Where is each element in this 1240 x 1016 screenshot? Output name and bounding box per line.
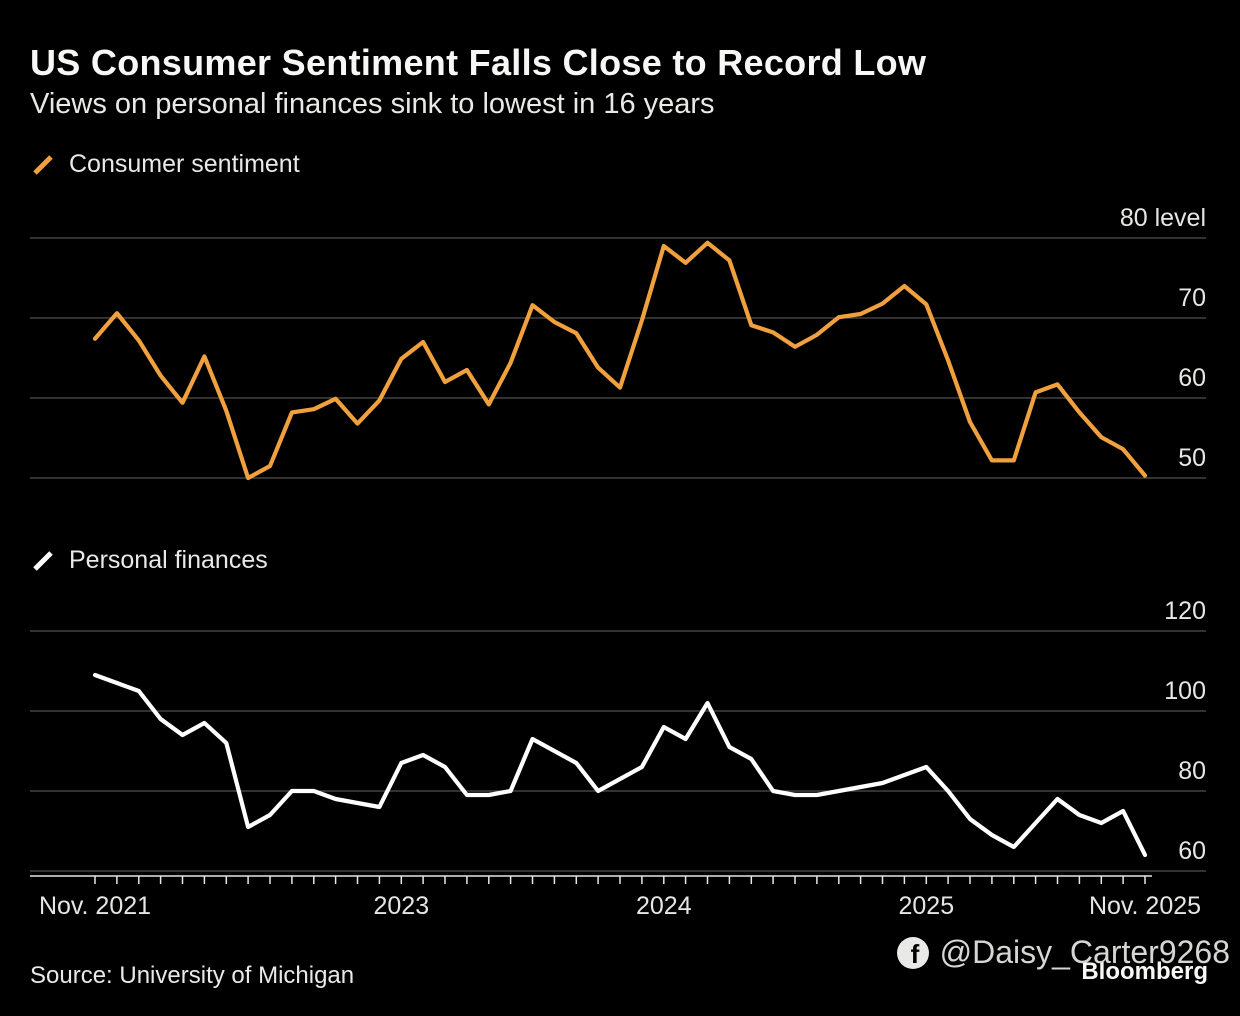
- bloomberg-logo: Bloomberg: [1081, 958, 1208, 985]
- legend-label-consumer-sentiment: Consumer sentiment: [69, 150, 300, 178]
- watermark-handle: @Daisy_Carter9268: [939, 934, 1230, 970]
- y-tick-label: 80 level: [1120, 204, 1206, 232]
- svg-text:f: f: [910, 939, 919, 969]
- source-label: Source: University of Michigan: [30, 962, 355, 989]
- consumer-sentiment-chart: 80 level 70 60 50: [30, 204, 1206, 481]
- x-tick-label: Nov. 2021: [39, 892, 151, 920]
- y-tick-label: 60: [1178, 837, 1206, 865]
- legend-consumer-sentiment: Consumer sentiment: [30, 150, 300, 179]
- y-tick-label: 60: [1178, 364, 1206, 392]
- personal-finances-line: [92, 672, 1148, 858]
- x-tick-label: Nov. 2025: [1089, 892, 1201, 920]
- legend-label-personal-finances: Personal finances: [69, 546, 268, 574]
- y-tick-label: 100: [1164, 677, 1206, 705]
- page-title: US Consumer Sentiment Falls Close to Rec…: [30, 42, 927, 83]
- x-tick-label: 2023: [373, 892, 429, 920]
- y-tick-label: 50: [1178, 444, 1206, 472]
- personal-finances-chart: 120 100 80 60 Nov. 2021 2023 2024 2025 Nov. 2025: [30, 597, 1206, 920]
- consumer-sentiment-line: [92, 240, 1148, 481]
- x-tick-label: 2025: [898, 892, 954, 920]
- finances-slash-icon: [33, 550, 53, 571]
- y-tick-label: 70: [1178, 284, 1206, 312]
- watermark: f @Daisy_Carter9268: [896, 934, 1230, 971]
- x-tick-label: 2024: [636, 892, 692, 920]
- legend-personal-finances: Personal finances: [30, 546, 268, 575]
- y-tick-label: 120: [1164, 597, 1206, 625]
- y-tick-label: 80: [1178, 757, 1206, 785]
- page-subtitle: Views on personal finances sink to lowes…: [30, 88, 715, 120]
- sentiment-slash-icon: [33, 154, 53, 175]
- facebook-icon: f: [896, 936, 929, 969]
